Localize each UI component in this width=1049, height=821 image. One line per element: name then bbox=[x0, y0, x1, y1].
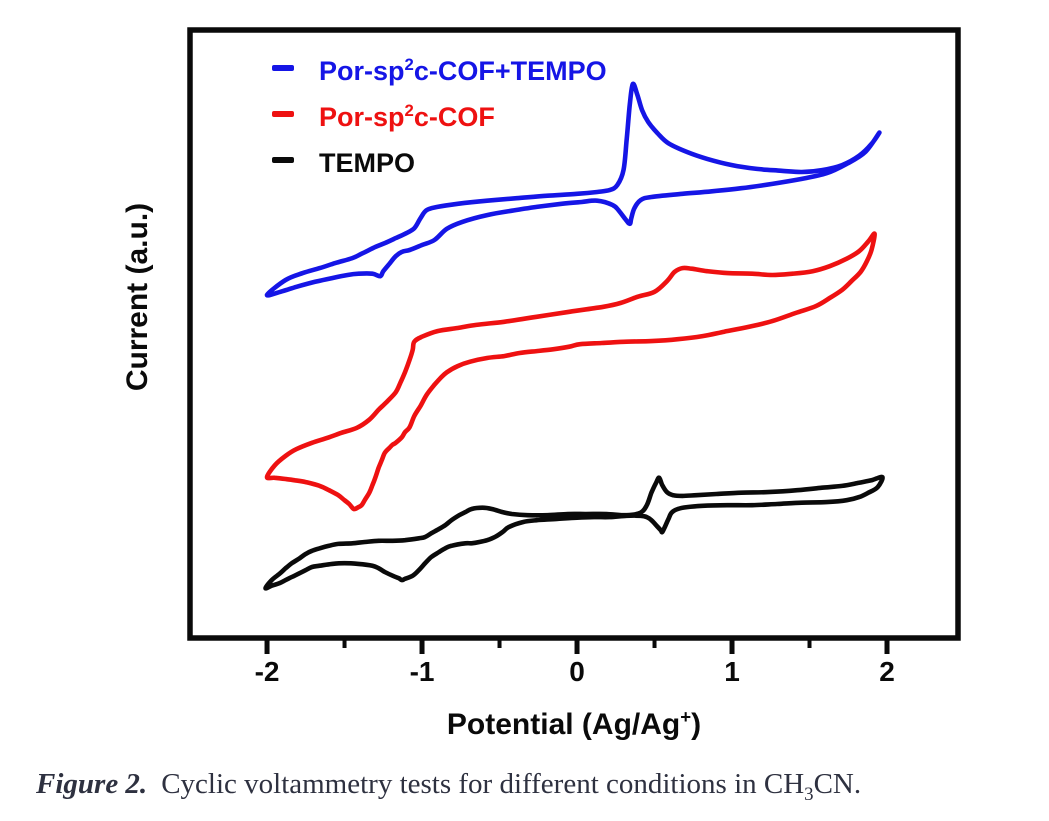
x-tick-label: -2 bbox=[255, 656, 280, 687]
x-tick-label: 1 bbox=[724, 656, 740, 687]
legend-label: TEMPO bbox=[319, 148, 416, 178]
plot-frame bbox=[187, 27, 961, 641]
legend-item-tempo: TEMPO bbox=[272, 141, 607, 179]
curve-tempo bbox=[263, 474, 885, 591]
cv-curves bbox=[263, 81, 885, 591]
figure-caption: Figure 2. Cyclic voltammetry tests for di… bbox=[36, 768, 1026, 806]
x-tick-label: -1 bbox=[410, 656, 435, 687]
x-axis-ticks: -2 -1 0 1 2 bbox=[255, 638, 895, 687]
legend-item-por-sp2c-cof: Por-sp2c-COF bbox=[272, 95, 607, 133]
x-tick-label: 2 bbox=[879, 656, 895, 687]
curve-por-sp2c-cof-tempo bbox=[264, 81, 882, 298]
legend-label: Por-sp2c-COF bbox=[319, 101, 495, 132]
figure-caption-label: Figure 2. bbox=[36, 768, 148, 800]
legend-item-por-sp2c-cof-tempo: Por-sp2c-COF+TEMPO bbox=[272, 49, 607, 87]
curve-por-sp2c-cof bbox=[264, 231, 877, 512]
legend-line-swatch-blue bbox=[272, 65, 294, 71]
chart-legend: Por-sp2c-COF+TEMPO Por-sp2c-COF TEMPO bbox=[272, 49, 607, 179]
legend-line-swatch-red bbox=[272, 111, 294, 117]
x-tick-label: 0 bbox=[569, 656, 585, 687]
legend-label: Por-sp2c-COF+TEMPO bbox=[319, 55, 607, 86]
y-axis-title: Current (a.u.) bbox=[121, 202, 154, 392]
legend-line-swatch-black bbox=[272, 157, 294, 163]
figure-caption-text: Cyclic voltammetry tests for different c… bbox=[161, 768, 862, 805]
x-axis-title: Potential (Ag/Ag+) bbox=[446, 706, 702, 741]
